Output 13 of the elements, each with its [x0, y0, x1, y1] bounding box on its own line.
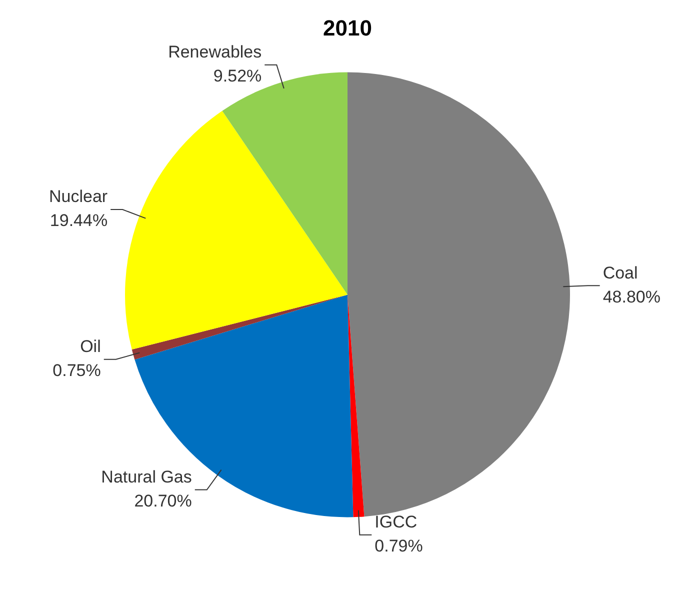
data-label: 48.80% [602, 287, 660, 306]
data-label: 19.44% [50, 211, 108, 230]
data-label: 20.70% [134, 491, 192, 510]
slice-label: Renewables [168, 42, 262, 62]
data-label: 0.79% [374, 536, 423, 556]
slice-label: Oil [80, 337, 101, 356]
slice-label: IGCC [374, 512, 418, 532]
slice-label: Natural Gas [101, 467, 192, 486]
data-label: 9.52% [213, 66, 262, 86]
data-label: 0.75% [52, 361, 101, 380]
slice-label: Nuclear [48, 187, 108, 206]
slice-label: Coal [602, 263, 638, 282]
chart-title: 2010 [323, 15, 372, 40]
